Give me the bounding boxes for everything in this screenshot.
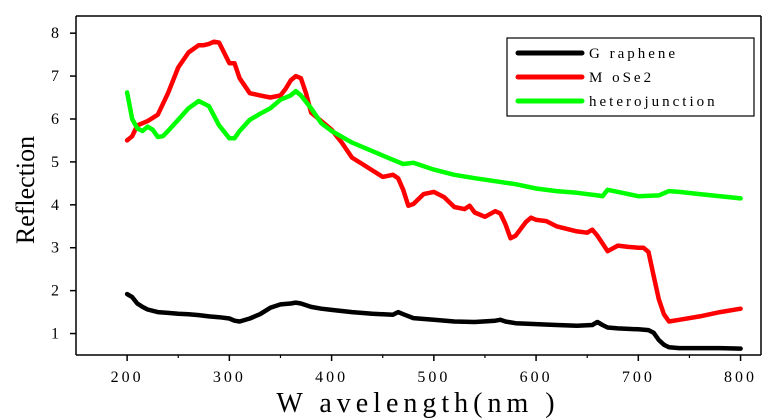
y-tick-label: 2 — [51, 283, 62, 300]
y-tick-label: 8 — [51, 25, 62, 42]
y-tick-label: 6 — [51, 111, 62, 128]
x-tick-label: 500 — [417, 369, 450, 386]
x-tick-label: 400 — [315, 369, 348, 386]
x-tick-label: 300 — [213, 369, 246, 386]
series-line-heterojunction — [124, 88, 743, 201]
series-layer — [124, 39, 743, 351]
legend-label-mose2: M oSe2 — [589, 70, 654, 86]
plot-frame-group — [75, 15, 762, 356]
y-tick-label: 1 — [51, 326, 62, 343]
series-line-mose2 — [124, 39, 743, 324]
legend: G raphene M oSe2 heterojunction — [506, 37, 755, 117]
x-tick-label: 800 — [724, 369, 757, 386]
x-tick-label: 600 — [520, 369, 553, 386]
y-tick-label: 5 — [51, 154, 62, 171]
y-tick-label: 3 — [51, 240, 62, 257]
y-axis-title: Reflection — [11, 136, 40, 244]
x-tick-label: 200 — [111, 369, 144, 386]
series-line-graphene — [124, 291, 743, 351]
y-tick-label: 4 — [51, 197, 62, 214]
y-tick-label: 7 — [51, 68, 62, 85]
legend-label-heterojunction: heterojunction — [589, 94, 718, 110]
legend-label-graphene: G raphene — [589, 46, 678, 62]
x-ticks-group: 200 300 400 500 600 700 800 — [111, 355, 757, 386]
x-axis-title: W avelength(nm ) — [276, 388, 559, 419]
y-ticks-group: 1 2 3 4 5 6 7 8 — [51, 25, 76, 343]
x-tick-label: 700 — [622, 369, 655, 386]
